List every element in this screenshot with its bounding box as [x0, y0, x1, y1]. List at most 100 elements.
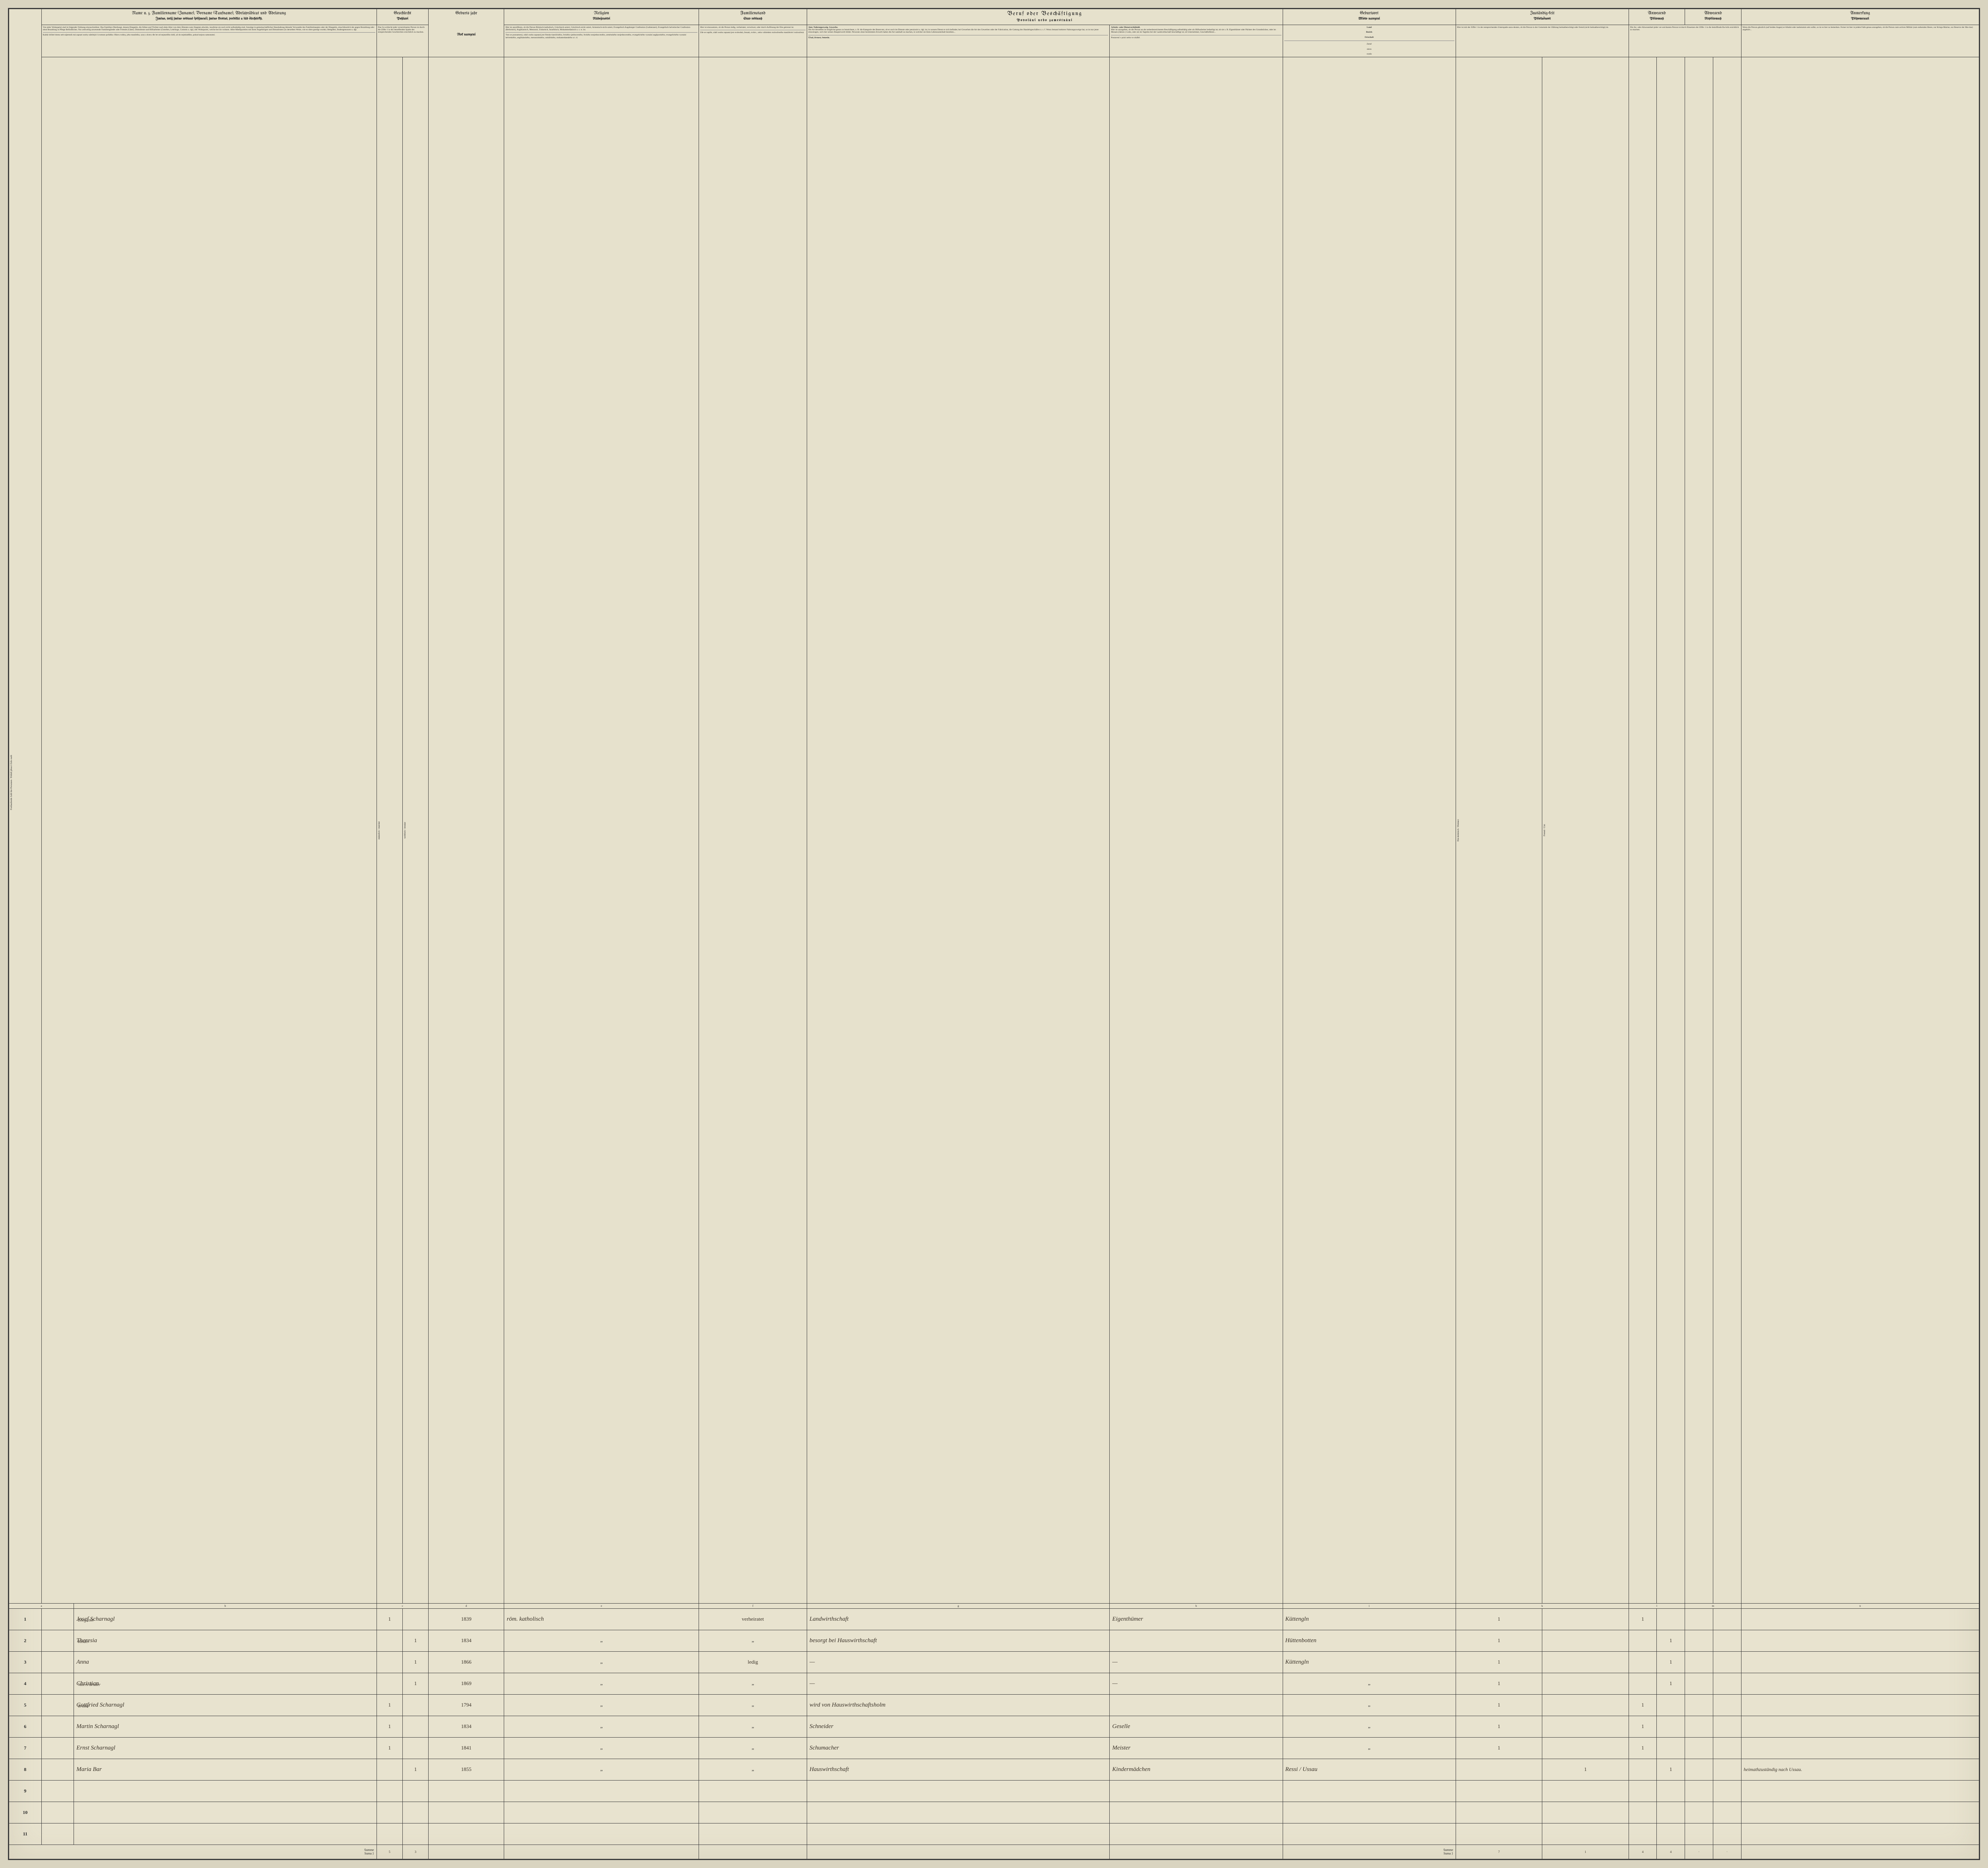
cell-fremd: [1542, 1823, 1629, 1845]
cell-sex-w: 1: [402, 1630, 428, 1651]
cell-abw2: [1713, 1823, 1741, 1845]
table-row: 9: [9, 1780, 1979, 1802]
cell-occupation: Hauswirthschaft: [807, 1759, 1109, 1780]
cell-position: [1110, 1802, 1283, 1823]
cell-occupation: Landwirthschaft: [807, 1608, 1109, 1630]
cell-birthplace: „: [1283, 1716, 1456, 1737]
row-number: 9: [9, 1780, 42, 1802]
cell-birthplace: Küttengln: [1283, 1651, 1456, 1673]
cell-abw2: [1713, 1673, 1741, 1694]
cell-birthplace: „: [1283, 1737, 1456, 1759]
cell-sex-m: [377, 1823, 402, 1845]
cell-abw1: [1685, 1630, 1713, 1651]
cell-sex-w: [402, 1823, 428, 1845]
cell-sex-m: 1: [377, 1737, 402, 1759]
row-number: 8: [9, 1759, 42, 1780]
cell-religion: „: [504, 1694, 699, 1716]
cell-name: [74, 1823, 377, 1845]
occ2-detail: Arbeits- oder Dienstverhältniß. Hier ist…: [1110, 25, 1283, 57]
anm-detail: Wenn die Person gänzlich (auf beiden Aug…: [1741, 25, 1979, 57]
cell-ein: 1: [1456, 1608, 1542, 1630]
cell-famstand: [699, 1802, 807, 1823]
cell-name: [74, 1802, 377, 1823]
cell-year: [429, 1823, 504, 1845]
cell-religion: [504, 1802, 699, 1823]
cell-position: Meister: [1110, 1737, 1283, 1759]
occupation-header: Beruf oder Beschäftigung Povolání nebo z…: [807, 9, 1283, 25]
cell-occupation: wird von Hauswirthschaftsholm: [807, 1694, 1109, 1716]
cell-birthplace: „: [1283, 1673, 1456, 1694]
cell-name: EhegattinTheresia: [74, 1630, 377, 1651]
cell-year: 1839: [429, 1608, 504, 1630]
famstand-header: Familienstand Stav rodinný: [699, 9, 807, 25]
cell-fremd: [1542, 1673, 1629, 1694]
cell-anw1: 1: [1629, 1608, 1657, 1630]
cell-birthplace: [1283, 1780, 1456, 1802]
census-table: Fortlaufende Zahl der Personen / Pořádí …: [9, 9, 1979, 1859]
table-row: 10: [9, 1802, 1979, 1823]
cell-sex-w: [402, 1780, 428, 1802]
cell-name: Vaters-BruderGottfried Scharnagl: [74, 1694, 377, 1716]
cell-sex-w: [402, 1608, 428, 1630]
cell-occupation: —: [807, 1673, 1109, 1694]
cell-sex-w: 1: [402, 1651, 428, 1673]
idx-header: Fortlaufende Zahl der Personen / Pořádí …: [10, 10, 13, 1555]
cell-remark: [1741, 1694, 1979, 1716]
cell-abw1: [1685, 1737, 1713, 1759]
cell-birthplace: [1283, 1823, 1456, 1845]
cell-religion: [504, 1780, 699, 1802]
cell-anw2: [1657, 1780, 1685, 1802]
cell-remark: [1741, 1823, 1979, 1845]
cell-position: Geselle: [1110, 1716, 1283, 1737]
cell-ein: [1456, 1823, 1542, 1845]
cell-abw2: [1713, 1780, 1741, 1802]
cell-occupation: [807, 1823, 1109, 1845]
cell-ein: 1: [1456, 1673, 1542, 1694]
sex-header: Geschlecht Pohlaví: [377, 9, 429, 25]
cell-year: 1855: [429, 1759, 504, 1780]
cell-remark: heimathzuständig nach Ussau.: [1741, 1759, 1979, 1780]
cell-sex-w: 1: [402, 1673, 428, 1694]
cell-fremd: 1: [1542, 1759, 1629, 1780]
cell-sex-m: [377, 1651, 402, 1673]
cell-famstand: „: [699, 1737, 807, 1759]
cell-sex-m: 1: [377, 1694, 402, 1716]
cell-famstand: „: [699, 1694, 807, 1716]
cell-ein: 1: [1456, 1694, 1542, 1716]
cell-occupation: [807, 1802, 1109, 1823]
cell-position: [1110, 1823, 1283, 1845]
anmerkung-header: Anmerkung Připomenutí: [1741, 9, 1979, 25]
cell-birthplace: Hüttenbotten: [1283, 1630, 1456, 1651]
cell-remark: [1741, 1780, 1979, 1802]
cell-year: 1834: [429, 1716, 504, 1737]
cell-famstand: verheiratet: [699, 1608, 807, 1630]
table-row: 8 Maria Bar 1 1855 „ „ Hauswirthschaft K…: [9, 1759, 1979, 1780]
cell-name: Josef Scharnagl: [74, 1608, 377, 1630]
cell-sex-w: [402, 1694, 428, 1716]
cell-sex-w: [402, 1737, 428, 1759]
cell-religion: [504, 1823, 699, 1845]
cell-year: [429, 1780, 504, 1802]
cell-abw1: [1685, 1673, 1713, 1694]
cell-ein: 1: [1456, 1716, 1542, 1737]
cell-anw1: [1629, 1802, 1657, 1823]
cell-abw1: [1685, 1759, 1713, 1780]
cell-remark: [1741, 1630, 1979, 1651]
cell-birthplace: Küttengln: [1283, 1608, 1456, 1630]
table-row: 11: [9, 1823, 1979, 1845]
cell-abw2: [1713, 1737, 1741, 1759]
cell-abw2: [1713, 1630, 1741, 1651]
cell-name: Christian: [74, 1673, 377, 1694]
cell-name: [74, 1780, 377, 1802]
cell-occupation: besorgt bei Hauswirthschaft: [807, 1630, 1109, 1651]
sum-w: 3: [402, 1845, 428, 1859]
cell-sex-m: [377, 1780, 402, 1802]
cell-sex-w: [402, 1716, 428, 1737]
cell-birthplace: [1283, 1802, 1456, 1823]
cell-anw1: [1629, 1759, 1657, 1780]
cell-ein: 1: [1456, 1630, 1542, 1651]
row-number: 7: [9, 1737, 42, 1759]
cell-religion: „: [504, 1673, 699, 1694]
cell-remark: [1741, 1802, 1979, 1823]
cell-famstand: „: [699, 1630, 807, 1651]
